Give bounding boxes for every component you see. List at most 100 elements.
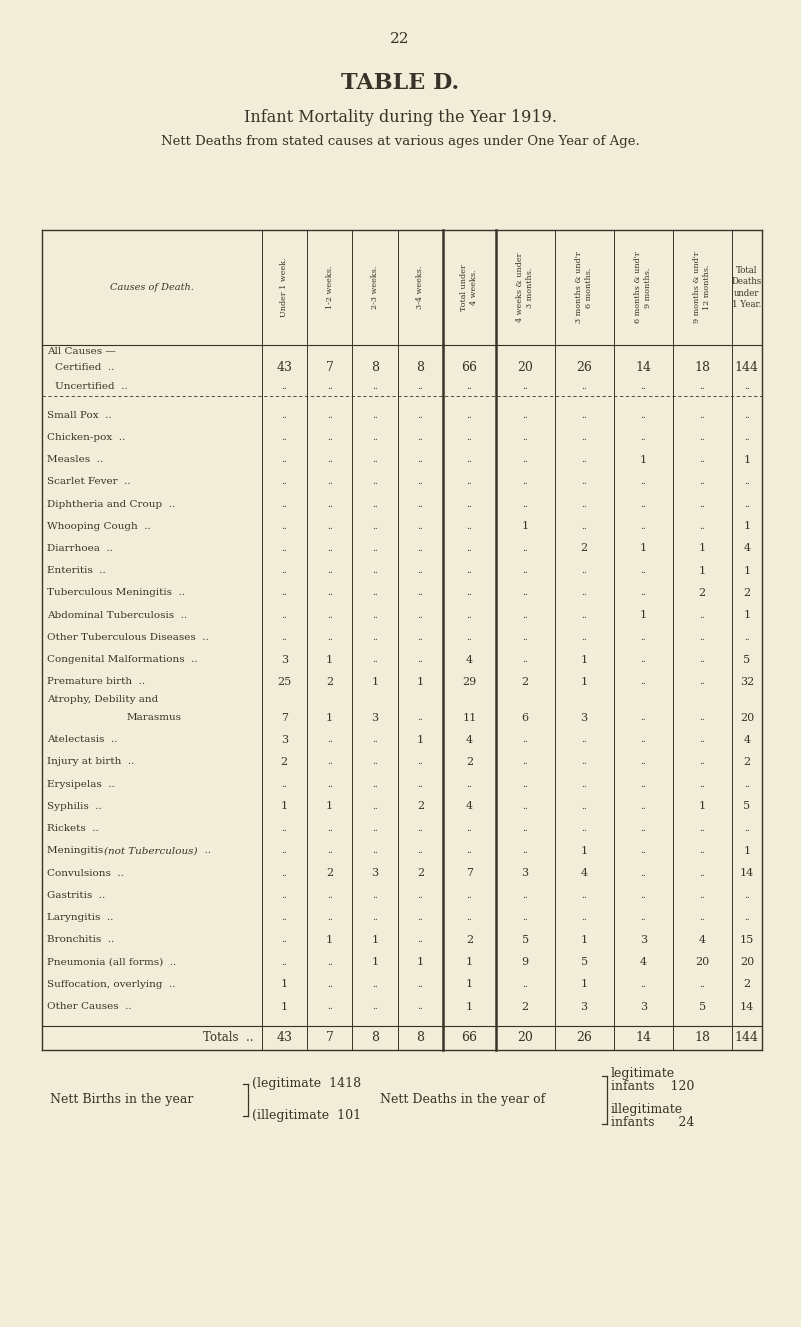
Text: ..: .. [372, 979, 378, 989]
Text: ..: .. [372, 544, 378, 553]
Text: ..: .. [640, 433, 646, 442]
Text: Other Tuberculous Diseases  ..: Other Tuberculous Diseases .. [47, 633, 209, 642]
Text: 3: 3 [640, 936, 646, 945]
Text: ..: .. [466, 567, 473, 575]
Text: 25: 25 [277, 677, 292, 687]
Text: 1: 1 [417, 735, 424, 744]
Text: infants      24: infants 24 [611, 1116, 694, 1128]
Text: ..: .. [327, 1002, 332, 1011]
Text: ..: .. [699, 610, 705, 620]
Text: illegitimate: illegitimate [611, 1104, 683, 1116]
Text: 1: 1 [640, 610, 646, 620]
Text: ..: .. [327, 847, 332, 856]
Text: 3: 3 [280, 735, 288, 744]
Text: Chicken-pox  ..: Chicken-pox .. [47, 433, 125, 442]
Text: ..: .. [466, 588, 473, 597]
Text: ..: .. [417, 780, 423, 788]
Text: ..: .. [327, 522, 332, 531]
Text: ..: .. [522, 890, 528, 900]
Text: ..: .. [372, 433, 378, 442]
Text: 5: 5 [581, 957, 588, 967]
Text: ..: .. [522, 588, 528, 597]
Text: ..: .. [466, 522, 473, 531]
Text: ..: .. [744, 410, 750, 419]
Text: 20: 20 [517, 361, 533, 374]
Text: 8: 8 [371, 1031, 379, 1044]
Text: ..: .. [417, 410, 423, 419]
Text: ..: .. [640, 979, 646, 989]
Text: Syphilis  ..: Syphilis .. [47, 802, 102, 811]
Text: Uncertified  ..: Uncertified .. [55, 382, 127, 391]
Text: ..: .. [640, 735, 646, 744]
Text: ..: .. [744, 433, 750, 442]
Text: (illegitimate  101: (illegitimate 101 [252, 1109, 361, 1123]
Text: Diarrhoea  ..: Diarrhoea .. [47, 544, 113, 553]
Text: ..: .. [640, 802, 646, 811]
Text: Under 1 week.: Under 1 week. [280, 257, 288, 317]
Text: 1: 1 [698, 802, 706, 812]
Text: ..: .. [281, 455, 287, 464]
Text: ..: .. [640, 567, 646, 575]
Text: legitimate: legitimate [611, 1067, 675, 1080]
Text: 1: 1 [640, 455, 646, 464]
Text: 7: 7 [466, 868, 473, 878]
Text: 4 weeks & under
3 months.: 4 weeks & under 3 months. [516, 252, 534, 322]
Text: 9 months & und'r
12 months.: 9 months & und'r 12 months. [694, 252, 711, 324]
Text: 3: 3 [280, 654, 288, 665]
Text: ..: .. [372, 1002, 378, 1011]
Text: 1: 1 [280, 1002, 288, 1011]
Text: ..: .. [699, 433, 705, 442]
Text: ..: .. [327, 410, 332, 419]
Text: ..: .. [372, 410, 378, 419]
Text: ..: .. [699, 455, 705, 464]
Text: 20: 20 [740, 957, 754, 967]
Text: 11: 11 [462, 713, 477, 722]
Text: 26: 26 [576, 361, 592, 374]
Text: ..: .. [522, 802, 528, 811]
Text: ..: .. [372, 802, 378, 811]
Text: 4: 4 [640, 957, 646, 967]
Text: ..: .. [640, 677, 646, 686]
Text: Atrophy, Debility and: Atrophy, Debility and [47, 695, 159, 705]
Text: ..: .. [281, 847, 287, 856]
Text: 1: 1 [581, 979, 588, 990]
Text: ..: .. [372, 890, 378, 900]
Text: ..: .. [582, 567, 587, 575]
Text: ..: .. [372, 633, 378, 642]
Text: ..: .. [417, 847, 423, 856]
Text: 4: 4 [743, 544, 751, 553]
Text: ..: .. [522, 979, 528, 989]
Text: ..: .. [744, 824, 750, 833]
Text: ..: .. [699, 735, 705, 744]
Text: 2: 2 [521, 1002, 529, 1011]
Text: ..: .. [699, 677, 705, 686]
Text: Nett Deaths in the year of: Nett Deaths in the year of [380, 1093, 545, 1107]
Text: ..: .. [466, 433, 473, 442]
Text: 2: 2 [326, 677, 333, 687]
Text: TABLE D.: TABLE D. [341, 72, 459, 94]
Text: ..: .. [417, 656, 423, 665]
Text: ..: .. [582, 824, 587, 833]
Text: ..: .. [466, 499, 473, 508]
Text: 1: 1 [581, 677, 588, 687]
Text: ..: .. [281, 410, 287, 419]
Text: ..: .. [466, 410, 473, 419]
Text: 7: 7 [281, 713, 288, 722]
Text: ..: .. [281, 869, 287, 877]
Text: ..: .. [582, 610, 587, 620]
Text: ..: .. [522, 610, 528, 620]
Text: ..: .. [417, 758, 423, 767]
Text: ..: .. [522, 847, 528, 856]
Text: ..: .. [417, 713, 423, 722]
Text: Congenital Malformations  ..: Congenital Malformations .. [47, 656, 198, 665]
Text: Gastritis  ..: Gastritis .. [47, 890, 105, 900]
Text: 1-2 weeks.: 1-2 weeks. [326, 265, 334, 309]
Text: ..: .. [522, 758, 528, 767]
Text: Rickets  ..: Rickets .. [47, 824, 99, 833]
Text: ..: .. [640, 847, 646, 856]
Text: ..: .. [466, 847, 473, 856]
Text: ..: .. [640, 913, 646, 922]
Text: ..: .. [327, 499, 332, 508]
Text: 1: 1 [417, 677, 424, 687]
Text: Pneumonia (all forms)  ..: Pneumonia (all forms) .. [47, 958, 176, 966]
